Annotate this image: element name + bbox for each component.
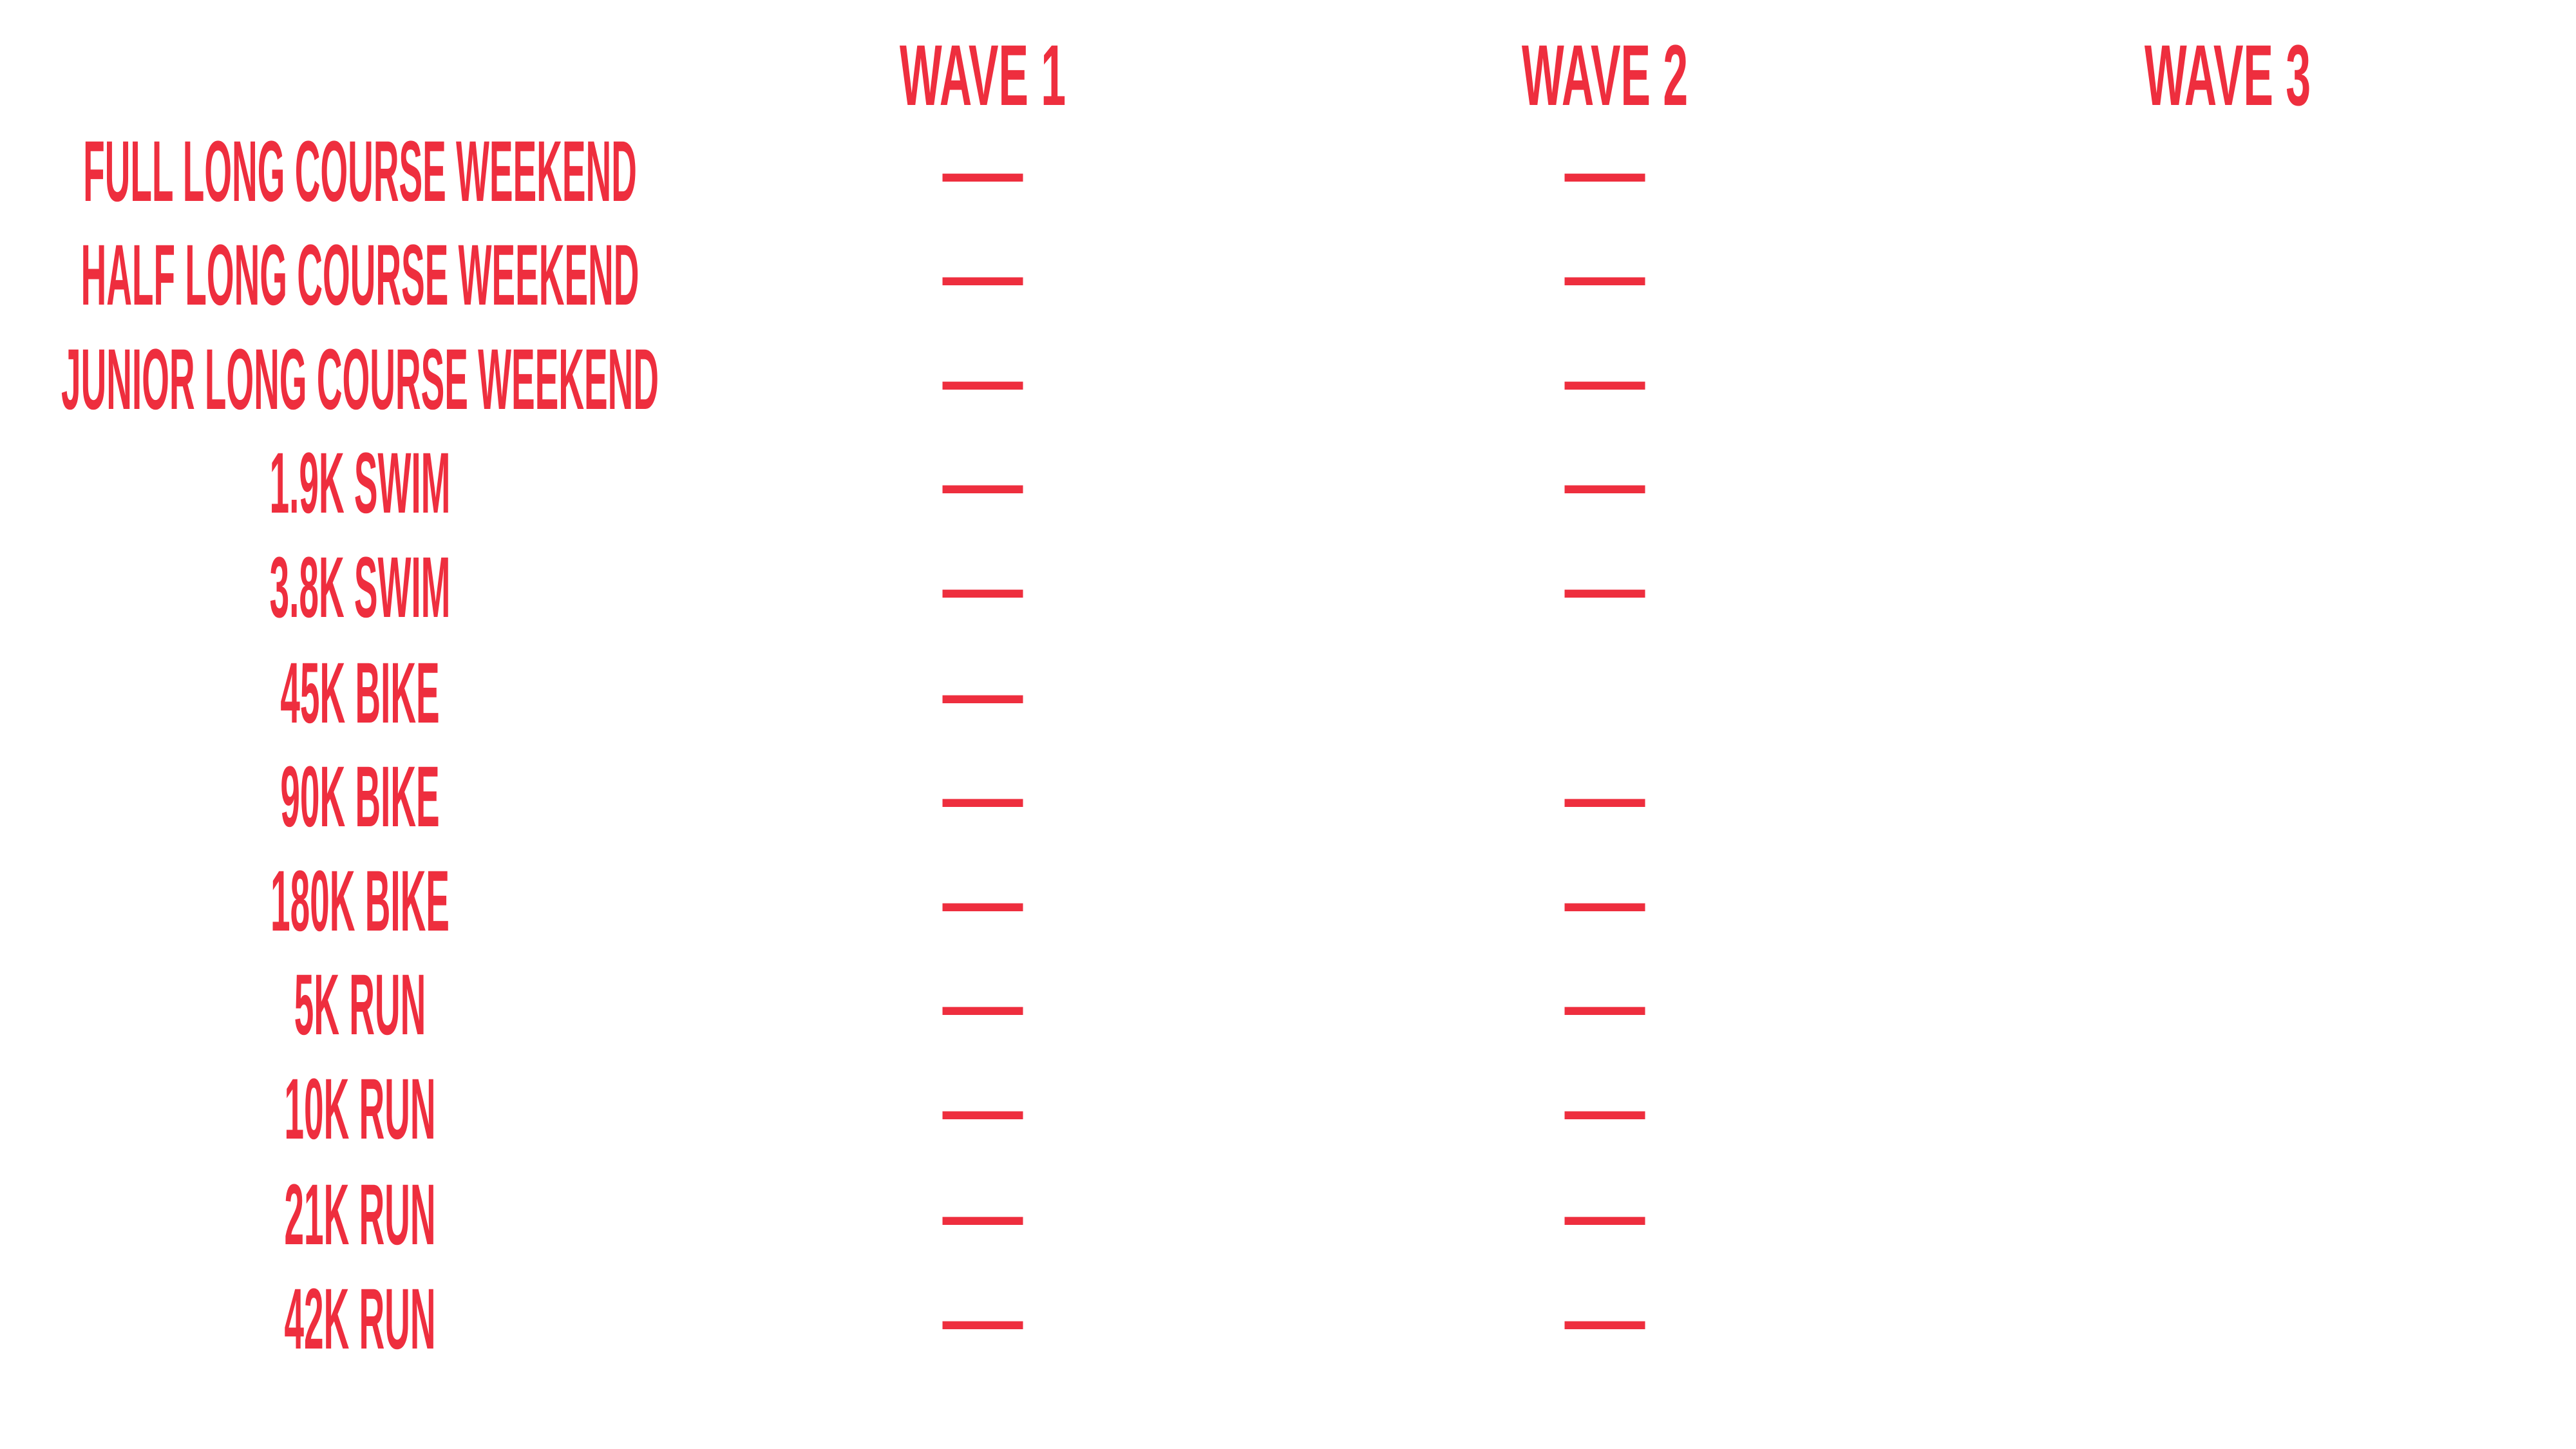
column-header-label: WAVE 3 <box>2144 28 2311 124</box>
cell-dash: — <box>942 752 1023 842</box>
row-label-text: 10K RUN <box>284 1061 436 1157</box>
cell-dash: — <box>1564 1170 1645 1260</box>
row-label-text: 1.9K SWIM <box>269 435 451 531</box>
row-label: 3.8K SWIM <box>140 545 581 631</box>
cell-dash: — <box>1564 752 1645 842</box>
cell-dash: — <box>1564 439 1645 529</box>
cell-dash: — <box>942 1170 1023 1260</box>
row-label-text: 45K BIKE <box>280 645 440 741</box>
cell-dash: — <box>1564 543 1645 633</box>
column-header-wave-3: WAVE 3 <box>2068 33 2387 119</box>
row-label: 21K RUN <box>175 1172 544 1258</box>
row-label: 5K RUN <box>200 962 521 1048</box>
row-label: 180K BIKE <box>142 858 578 945</box>
row-label: 90K BIKE <box>166 754 554 840</box>
cell-dash: — <box>942 1274 1023 1365</box>
cell-dash: — <box>1564 127 1645 217</box>
cell-dash: — <box>942 857 1023 947</box>
cell-dash: — <box>1564 960 1645 1050</box>
row-label-text: 180K BIKE <box>270 853 450 949</box>
row-label: 10K RUN <box>175 1066 544 1153</box>
cell-dash: — <box>1564 1274 1645 1365</box>
cell-dash: — <box>942 543 1023 633</box>
row-label: 42K RUN <box>175 1276 544 1363</box>
cell-dash: — <box>942 335 1023 425</box>
cell-dash: — <box>1564 231 1645 321</box>
row-label-text: HALF LONG COURSE WEEKEND <box>80 227 639 323</box>
row-label-text: 42K RUN <box>284 1271 436 1367</box>
row-label-text: 5K RUN <box>294 957 426 1053</box>
column-header-label: WAVE 2 <box>1521 28 1689 124</box>
row-label-text: JUNIOR LONG COURSE WEEKEND <box>61 332 659 428</box>
row-label: JUNIOR LONG COURSE WEEKEND <box>0 337 1089 423</box>
row-label-text: 90K BIKE <box>280 749 440 845</box>
row-label: HALF LONG COURSE WEEKEND <box>0 232 1041 319</box>
cell-dash: — <box>1564 857 1645 947</box>
row-label: 45K BIKE <box>166 650 554 737</box>
column-header-wave-1: WAVE 1 <box>823 33 1142 119</box>
cell-dash: — <box>1564 1065 1645 1155</box>
cell-dash: — <box>942 649 1023 739</box>
cell-dash: — <box>942 231 1023 321</box>
cell-dash: — <box>942 439 1023 529</box>
row-label-text: 3.8K SWIM <box>269 540 451 636</box>
column-header-wave-2: WAVE 2 <box>1445 33 1765 119</box>
column-header-label: WAVE 1 <box>899 28 1066 124</box>
row-label: 1.9K SWIM <box>140 440 581 527</box>
row-label-text: FULL LONG COURSE WEEKEND <box>83 124 637 220</box>
cell-dash: — <box>942 960 1023 1050</box>
cell-dash: — <box>942 1065 1023 1155</box>
cell-dash: — <box>942 127 1023 217</box>
row-label: FULL LONG COURSE WEEKEND <box>0 129 1035 215</box>
row-label-text: 21K RUN <box>284 1167 436 1263</box>
cell-dash: — <box>1564 335 1645 425</box>
